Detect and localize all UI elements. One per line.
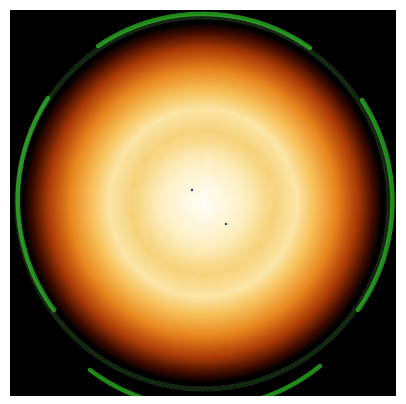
- radial-glow-image: [10, 10, 396, 396]
- outer-green-ring: [10, 10, 396, 396]
